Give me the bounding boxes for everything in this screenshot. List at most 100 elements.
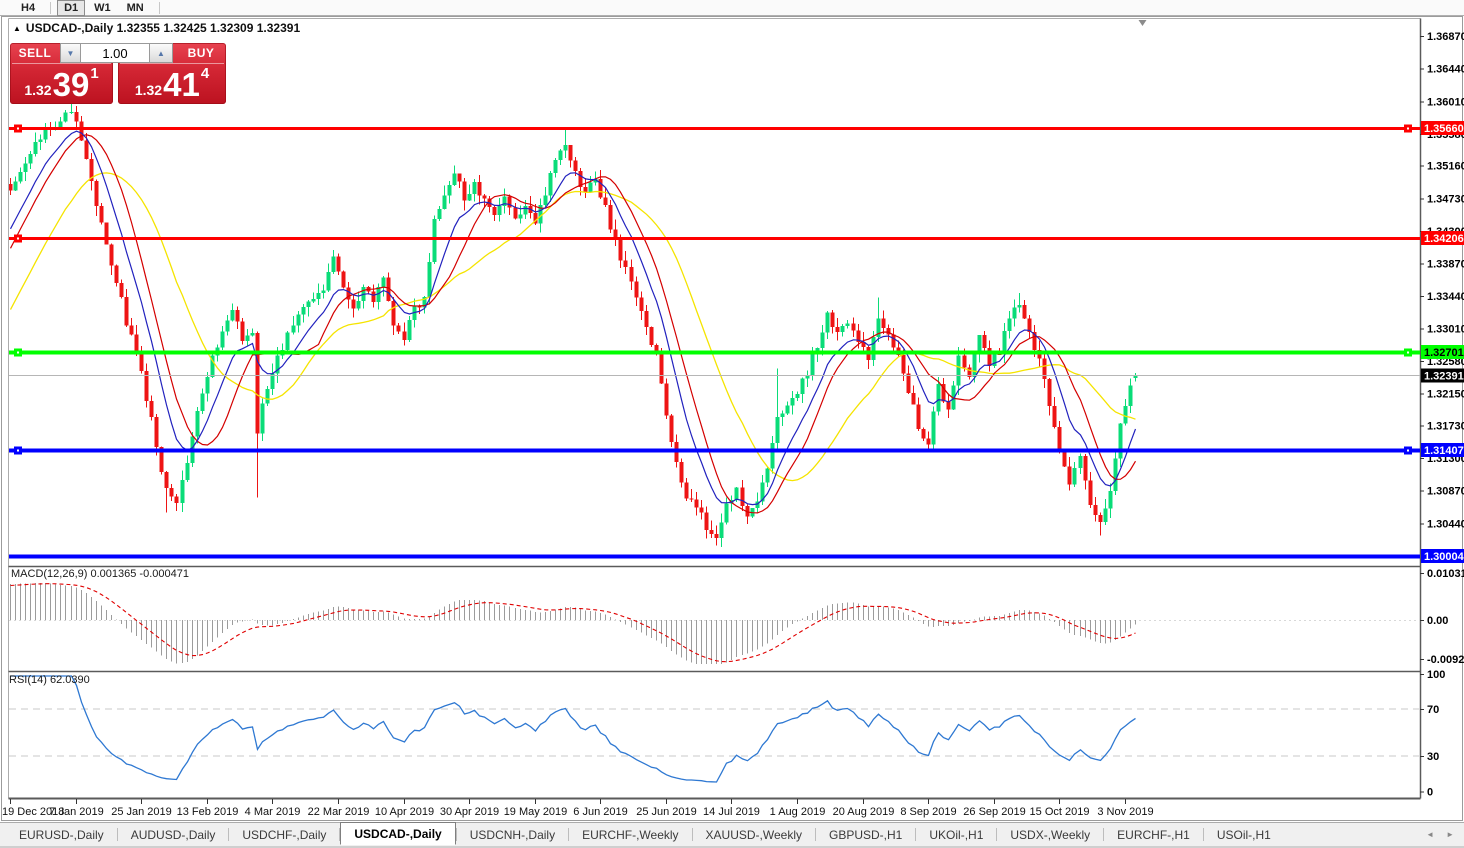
svg-text:19 Dec 2018: 19 Dec 2018 xyxy=(2,806,64,818)
chart-tab-gbpusd-h1[interactable]: GBPUSD-,H1 xyxy=(829,827,903,842)
macd-indicator-label: MACD(12,26,9) 0.001365 -0.000471 xyxy=(11,568,189,580)
timeframe-button-mn[interactable]: MN xyxy=(126,1,144,14)
svg-text:1 Aug 2019: 1 Aug 2019 xyxy=(770,806,826,818)
chart-shift-marker xyxy=(1138,20,1147,26)
chart-tab-usdcnh-daily[interactable]: USDCNH-,Daily xyxy=(469,827,556,842)
svg-text:7 Jan 2019: 7 Jan 2019 xyxy=(49,806,103,818)
svg-text:25 Jan 2019: 25 Jan 2019 xyxy=(111,806,172,818)
chart-tab-usdx-weekly[interactable]: USDX-,Weekly xyxy=(1010,827,1091,842)
chart-tab-eurchf-h1[interactable]: EURCHF-,H1 xyxy=(1117,827,1190,842)
tab-separator xyxy=(815,828,816,841)
svg-text:13 Feb 2019: 13 Feb 2019 xyxy=(177,806,239,818)
svg-text:22 Mar 2019: 22 Mar 2019 xyxy=(308,806,370,818)
horizontal-lines-layer xyxy=(9,124,1420,559)
svg-text:1.30440: 1.30440 xyxy=(1427,518,1464,530)
macd-layer xyxy=(9,583,1419,664)
chart-tab-eurusd-daily[interactable]: EURUSD-,Daily xyxy=(19,827,104,842)
chart-tab-ukoil-h1[interactable]: UKOil-,H1 xyxy=(929,827,984,842)
buy-price: 1.32 41 4 xyxy=(118,64,226,104)
buy-price-big: 41 xyxy=(163,66,200,103)
svg-text:1.36010: 1.36010 xyxy=(1427,96,1464,108)
svg-text:6 Jun 2019: 6 Jun 2019 xyxy=(573,806,627,818)
svg-text:1.36870: 1.36870 xyxy=(1427,31,1464,43)
chart-tab-usdcad-daily[interactable]: USDCAD-,Daily xyxy=(340,822,456,845)
svg-text:20 Aug 2019: 20 Aug 2019 xyxy=(833,806,895,818)
sell-price-sup: 1 xyxy=(90,65,99,82)
svg-text:4 Mar 2019: 4 Mar 2019 xyxy=(245,806,301,818)
svg-text:8 Sep 2019: 8 Sep 2019 xyxy=(900,806,956,818)
svg-text:-0.009203: -0.009203 xyxy=(1427,654,1464,666)
svg-text:30: 30 xyxy=(1427,751,1439,763)
buy-button[interactable]: BUY xyxy=(187,46,215,60)
moving-averages-layer xyxy=(9,130,1137,514)
buy-divider xyxy=(120,63,224,64)
tab-separator xyxy=(116,828,118,841)
chart-tab-xauusd-weekly[interactable]: XAUUSD-,Weekly xyxy=(705,827,802,842)
timeframe-button-h4[interactable]: H4 xyxy=(21,1,36,14)
chart-tab-audusd-daily[interactable]: AUDUSD-,Daily xyxy=(130,827,216,842)
svg-text:100: 100 xyxy=(1427,669,1445,681)
rsi-layer xyxy=(9,675,1419,783)
svg-text:1.34730: 1.34730 xyxy=(1427,193,1464,205)
timeframe-button-d1[interactable]: D1 xyxy=(57,0,86,16)
tab-scroll-left-icon[interactable]: ◄ xyxy=(1426,830,1435,839)
sell-price: 1.32 39 1 xyxy=(10,64,113,104)
buy-price-prefix: 1.32 xyxy=(134,82,163,98)
svg-text:1.33010: 1.33010 xyxy=(1427,324,1464,336)
tab-separator xyxy=(915,828,917,841)
svg-text:1.31730: 1.31730 xyxy=(1427,421,1464,433)
svg-text:19 May 2019: 19 May 2019 xyxy=(504,806,568,818)
sell-divider xyxy=(12,63,111,64)
timeframe-button-w1[interactable]: W1 xyxy=(94,1,111,14)
svg-text:1.32580: 1.32580 xyxy=(1427,356,1464,368)
tab-separator xyxy=(568,828,570,841)
svg-text:1.35660: 1.35660 xyxy=(1424,123,1464,135)
chart-tabs-bar: EURUSD-,Daily AUDUSD-,Daily USDCHF-,Daily U… xyxy=(0,822,1464,848)
svg-text:0.00: 0.00 xyxy=(1427,615,1448,627)
tab-separator xyxy=(1103,828,1105,841)
volume-decrease-icon[interactable]: ▼ xyxy=(60,43,81,63)
svg-text:1.31407: 1.31407 xyxy=(1424,445,1464,457)
svg-text:3 Nov 2019: 3 Nov 2019 xyxy=(1097,806,1153,818)
svg-text:70: 70 xyxy=(1427,704,1439,716)
sell-price-big: 39 xyxy=(52,66,90,103)
svg-text:26 Sep 2019: 26 Sep 2019 xyxy=(963,806,1025,818)
toolbar-separator xyxy=(158,1,160,14)
chart-tab-eurchf-weekly[interactable]: EURCHF-,Weekly xyxy=(582,827,679,842)
svg-text:1.32391: 1.32391 xyxy=(1424,371,1464,383)
toolbar-separator xyxy=(50,1,52,14)
price-axis: 1.368701.364401.360101.355801.351601.347… xyxy=(1420,31,1464,798)
sell-price-prefix: 1.32 xyxy=(24,82,52,98)
svg-text:1.30870: 1.30870 xyxy=(1427,486,1464,498)
candles-layer xyxy=(9,102,1138,547)
volume-input[interactable] xyxy=(81,43,149,63)
rsi-indicator-label: RSI(14) 62.0390 xyxy=(9,674,90,686)
tab-separator xyxy=(996,828,998,841)
svg-text:10 Apr 2019: 10 Apr 2019 xyxy=(375,806,434,818)
svg-text:1.33870: 1.33870 xyxy=(1427,258,1464,270)
svg-text:1.36440: 1.36440 xyxy=(1427,64,1464,76)
chart-ohlc-title: ▲ USDCAD-,Daily 1.32355 1.32425 1.32309 … xyxy=(13,21,300,35)
svg-text:30 Apr 2019: 30 Apr 2019 xyxy=(440,806,499,818)
chart-tab-usdchf-daily[interactable]: USDCHF-,Daily xyxy=(242,827,327,842)
volume-increase-icon[interactable]: ▲ xyxy=(149,43,173,63)
svg-text:14 Jul 2019: 14 Jul 2019 xyxy=(703,806,760,818)
svg-text:0.010311: 0.010311 xyxy=(1427,568,1464,580)
buy-price-sup: 4 xyxy=(200,65,210,82)
tab-separator xyxy=(691,828,693,841)
svg-text:25 Jun 2019: 25 Jun 2019 xyxy=(636,806,697,818)
chart-title-text: USDCAD-,Daily 1.32355 1.32425 1.32309 1.… xyxy=(25,21,301,35)
sell-button[interactable]: SELL xyxy=(18,46,52,60)
tab-separator xyxy=(455,828,457,841)
svg-text:1.35160: 1.35160 xyxy=(1427,161,1464,173)
svg-text:1.32701: 1.32701 xyxy=(1424,347,1464,359)
svg-text:1.33440: 1.33440 xyxy=(1427,291,1464,303)
chart-tab-usoil-h1[interactable]: USOil-,H1 xyxy=(1216,827,1271,842)
tab-scroll-nav: ◄ ► xyxy=(1426,830,1464,839)
collapse-arrow-icon[interactable]: ▲ xyxy=(13,23,21,33)
svg-text:1.34206: 1.34206 xyxy=(1424,233,1464,245)
tab-scroll-right-icon[interactable]: ► xyxy=(1446,830,1454,839)
